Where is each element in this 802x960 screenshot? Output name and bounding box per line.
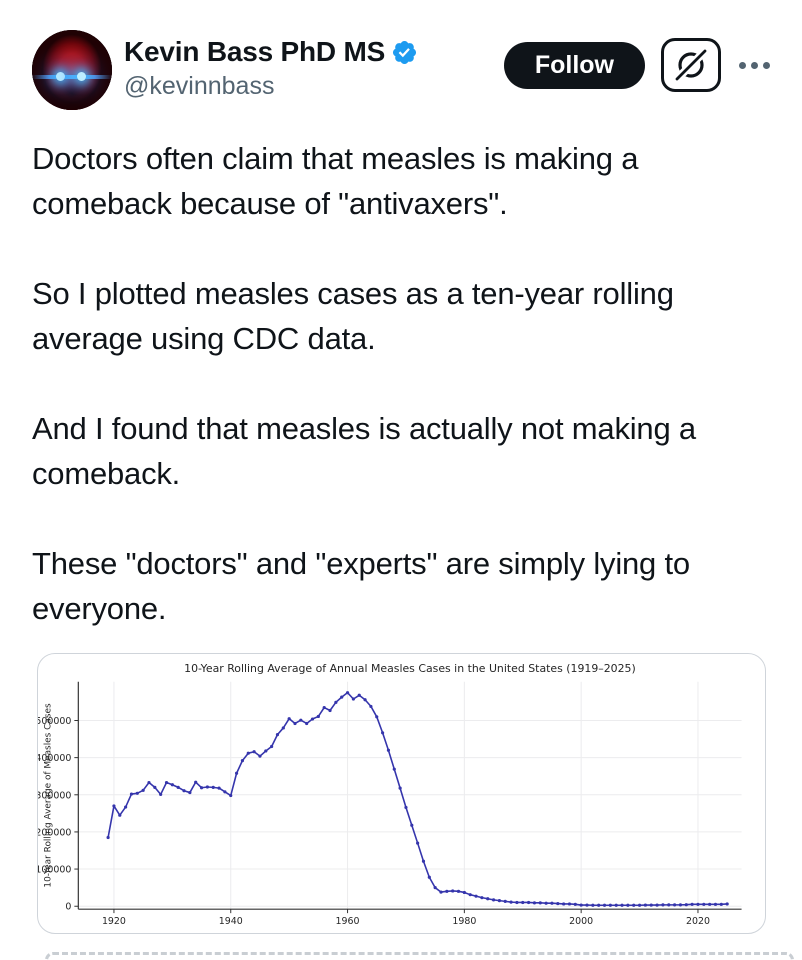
- svg-text:0: 0: [65, 902, 71, 913]
- display-name[interactable]: Kevin Bass PhD MS: [124, 36, 386, 67]
- grok-button[interactable]: [661, 38, 721, 92]
- tweet-text: Doctors often claim that measles is maki…: [32, 141, 696, 626]
- svg-text:400000: 400000: [38, 753, 71, 764]
- svg-text:2000: 2000: [569, 916, 593, 927]
- measles-line-chart: 1920 1940 1960 1980 2000 2020 0 100000 200000 300…: [38, 662, 742, 927]
- tweet-header: Kevin Bass PhD MS @kevinnbass Follow: [0, 0, 802, 110]
- avatar-lens-flare: [32, 75, 112, 79]
- chart-attachment[interactable]: 1920 1940 1960 1980 2000 2020 0 100000 200000 300…: [37, 653, 766, 934]
- avatar[interactable]: [32, 30, 112, 110]
- svg-text:1980: 1980: [452, 916, 476, 927]
- grok-slashed-circle-icon: [674, 48, 708, 82]
- svg-text:2020: 2020: [686, 916, 710, 927]
- svg-text:100000: 100000: [38, 865, 71, 876]
- identity-block: Kevin Bass PhD MS @kevinnbass: [124, 30, 418, 101]
- svg-text:300000: 300000: [38, 790, 71, 801]
- svg-text:1920: 1920: [102, 916, 126, 927]
- svg-text:10-Year Rolling Average of Mea: 10-Year Rolling Average of Measles Cases: [44, 703, 54, 888]
- verified-badge-icon: [393, 40, 417, 64]
- more-ellipsis-icon: [739, 61, 746, 69]
- more-button[interactable]: [737, 56, 772, 75]
- avatar-face-art: [32, 30, 112, 110]
- header-actions: Follow: [503, 30, 772, 92]
- user-handle[interactable]: @kevinnbass: [124, 72, 275, 100]
- next-card-dashed-edge: [45, 952, 794, 960]
- follow-button[interactable]: Follow: [503, 41, 645, 89]
- svg-text:1960: 1960: [336, 916, 360, 927]
- avatar-glowing-eye-right: [77, 72, 86, 81]
- svg-text:1940: 1940: [219, 916, 243, 927]
- avatar-glowing-eye-left: [56, 72, 65, 81]
- svg-text:10-Year Rolling Average of Ann: 10-Year Rolling Average of Annual Measle…: [184, 662, 636, 675]
- svg-text:200000: 200000: [38, 827, 71, 838]
- svg-text:500000: 500000: [38, 716, 71, 727]
